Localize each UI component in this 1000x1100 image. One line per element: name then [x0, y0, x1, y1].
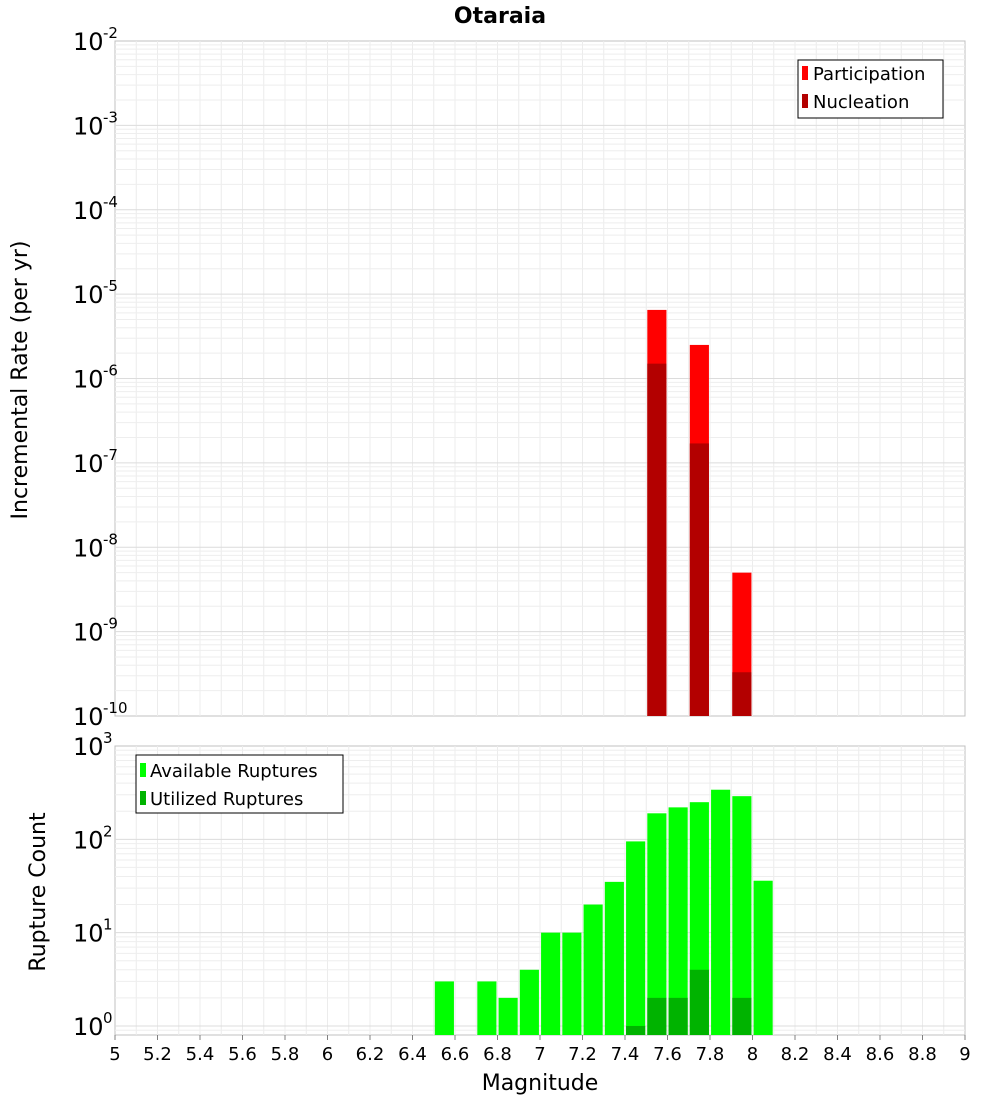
bottom-bars: [434, 789, 773, 1035]
y-tick-label-exponent: -7: [103, 446, 118, 464]
x-tick-label: 8.6: [866, 1044, 895, 1065]
x-tick-label: 6.6: [441, 1044, 470, 1065]
top-y-axis-label: Incremental Rate (per yr): [8, 241, 33, 520]
bottom-bar-series1: [668, 807, 688, 1035]
y-tick-label-exponent: -5: [103, 277, 118, 295]
y-tick-label-base: 10: [73, 826, 104, 854]
y-tick-label-base: 10: [73, 450, 104, 478]
y-tick-label-base: 10: [73, 534, 104, 562]
bottom-bar-series2: [732, 997, 752, 1035]
x-tick-label: 7.4: [611, 1044, 640, 1065]
legend-label-available: Available Ruptures: [150, 761, 318, 782]
bottom-bar-series2: [689, 969, 709, 1035]
x-tick-label: 5.8: [271, 1044, 300, 1065]
x-ticks: 5 5.2 5.4 5.6 5.8 6 6.2 6.4 6.6 6.8 7 7.2 7.4 7.6 7.8 8…: [109, 1035, 971, 1065]
top-bar-series2: [647, 363, 667, 716]
y-tick-label-exponent: -4: [103, 193, 118, 211]
top-legend: Participation Nucleation: [797, 59, 944, 119]
x-tick-label: 5.2: [143, 1044, 172, 1065]
y-tick-label-exponent: -9: [103, 615, 118, 633]
y-tick-label-exponent: 1: [103, 916, 113, 934]
top-y-ticks: 10-210-310-410-510-610-710-810-910-10: [73, 24, 128, 731]
y-tick-label-base: 10: [73, 733, 104, 761]
x-tick-label: 6.4: [398, 1044, 427, 1065]
x-tick-label: 7: [534, 1044, 545, 1065]
y-tick-label-base: 10: [73, 28, 104, 56]
bottom-bar-series1: [477, 981, 497, 1035]
top-grid: [115, 41, 965, 716]
bottom-bar-series1: [562, 932, 582, 1035]
x-tick-label: 6: [322, 1044, 333, 1065]
bottom-bar-series1: [604, 881, 624, 1035]
x-tick-label: 5: [109, 1044, 120, 1065]
top-plot: 10-210-310-410-510-610-710-810-910-10 Pa…: [73, 24, 966, 731]
x-tick-label: 6.8: [483, 1044, 512, 1065]
top-bar-series2: [732, 672, 752, 716]
x-tick-label: 8.4: [823, 1044, 852, 1065]
y-tick-label-exponent: 3: [103, 729, 113, 747]
legend-label-participation: Participation: [813, 64, 925, 85]
x-tick-label: 7.6: [653, 1044, 682, 1065]
top-bar-series2: [689, 443, 709, 716]
y-tick-label-exponent: 0: [103, 1009, 113, 1027]
legend-swatch-participation: [802, 66, 808, 80]
y-tick-label-exponent: -6: [103, 362, 118, 380]
top-bars: [647, 309, 752, 716]
y-tick-label-exponent: 2: [103, 822, 113, 840]
bottom-bar-series1: [753, 880, 773, 1035]
x-tick-label: 8: [747, 1044, 758, 1065]
y-tick-label-base: 10: [73, 1013, 104, 1041]
y-tick-label-base: 10: [73, 366, 104, 394]
y-tick-label-base: 10: [73, 281, 104, 309]
bottom-bar-series2: [626, 1025, 646, 1035]
x-tick-label: 7.2: [568, 1044, 597, 1065]
bottom-bar-series2: [668, 997, 688, 1035]
y-tick-label-exponent: -10: [103, 699, 128, 717]
y-tick-label-base: 10: [73, 920, 104, 948]
x-tick-label: 8.2: [781, 1044, 810, 1065]
bottom-bar-series1: [541, 932, 561, 1035]
x-tick-label: 6.2: [356, 1044, 385, 1065]
legend-swatch-available: [140, 763, 146, 777]
bottom-bar-series1: [626, 841, 646, 1035]
y-tick-label-base: 10: [73, 619, 104, 647]
bottom-bar-series1: [498, 997, 518, 1035]
legend-label-utilized: Utilized Ruptures: [150, 789, 303, 810]
bottom-legend: Available Ruptures Utilized Ruptures: [135, 754, 344, 814]
y-tick-label-exponent: -3: [103, 108, 118, 126]
y-tick-label-exponent: -8: [103, 530, 118, 548]
x-tick-label: 9: [959, 1044, 970, 1065]
y-tick-label-base: 10: [73, 197, 104, 225]
bottom-bar-series1: [583, 904, 603, 1035]
chart-title: Otaraia: [454, 4, 546, 29]
x-tick-label: 8.8: [908, 1044, 937, 1065]
y-tick-label-base: 10: [73, 112, 104, 140]
bottom-bar-series2: [647, 997, 667, 1035]
bottom-bar-series1: [434, 981, 454, 1035]
bottom-bar-series1: [732, 796, 752, 1035]
bottom-legend-box: [135, 754, 344, 814]
x-tick-label: 7.8: [696, 1044, 725, 1065]
bottom-bar-series1: [711, 789, 731, 1035]
y-tick-label-base: 10: [73, 703, 104, 731]
top-legend-box: [797, 59, 944, 119]
legend-swatch-utilized: [140, 791, 146, 805]
legend-swatch-nucleation: [802, 94, 808, 108]
x-tick-label: 5.6: [228, 1044, 257, 1065]
bottom-bar-series1: [519, 969, 539, 1035]
bottom-y-axis-label: Rupture Count: [26, 812, 51, 972]
bottom-bar-series1: [647, 813, 667, 1035]
x-axis-label: Magnitude: [482, 1071, 599, 1096]
legend-label-nucleation: Nucleation: [813, 92, 909, 113]
x-tick-label: 5.4: [186, 1044, 215, 1065]
y-tick-label-exponent: -2: [103, 24, 118, 42]
